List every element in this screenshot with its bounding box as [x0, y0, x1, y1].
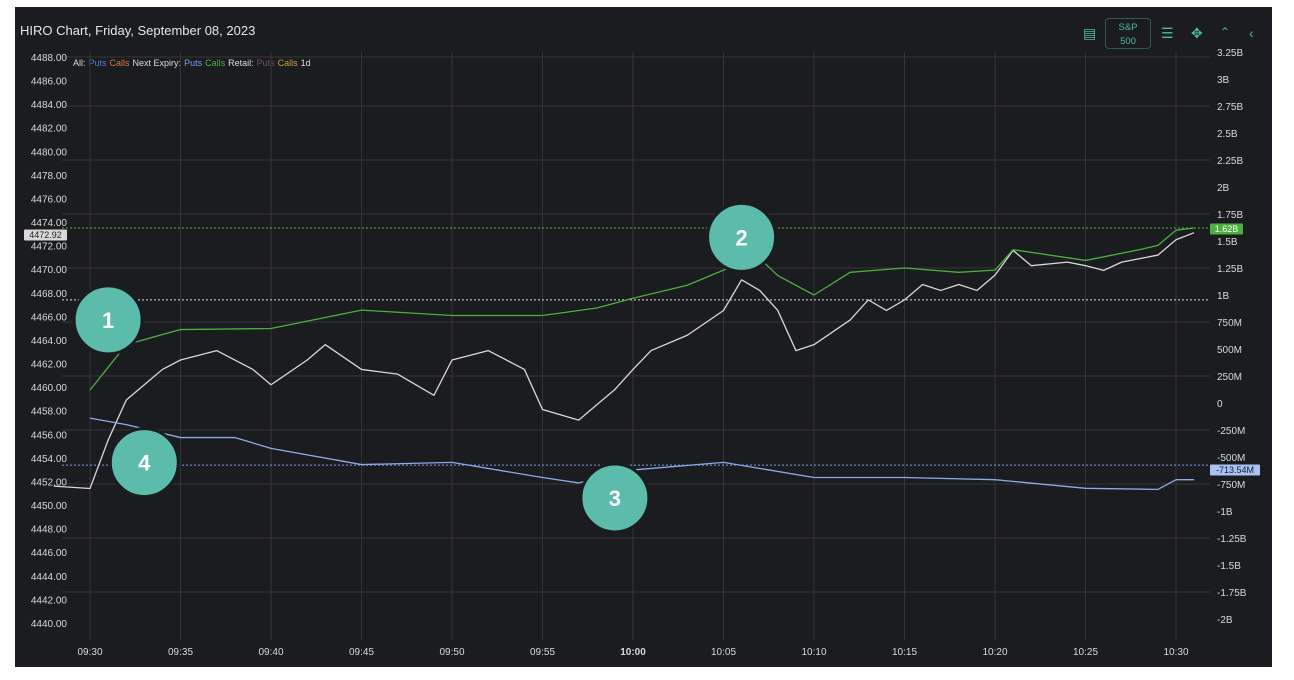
annotation-badge — [72, 284, 144, 356]
legend-item[interactable]: Calls — [205, 58, 226, 68]
right-tick-label: -1.75B — [1217, 588, 1247, 599]
right-tick-label: -500M — [1217, 453, 1245, 464]
left-tick-label: 4484.00 — [31, 100, 68, 111]
left-tick-label: 4468.00 — [31, 289, 68, 300]
x-tick-label: 09:50 — [439, 647, 464, 658]
series-line-price — [53, 232, 1195, 490]
legend-item[interactable]: Next Expiry: — [132, 58, 182, 68]
right-tick-label: 3B — [1217, 75, 1230, 86]
right-tick-label: 2B — [1217, 183, 1230, 194]
left-tick-label: 4472.00 — [31, 242, 68, 253]
annotation-badge — [706, 201, 778, 273]
hiro-chart-panel: HIRO Chart, Friday, September 08, 2023 A… — [15, 7, 1272, 667]
price-current-tag: 4472.92 — [29, 230, 62, 240]
series-line-calls — [89, 227, 1195, 391]
x-tick-label: 09:30 — [77, 647, 102, 658]
chart-title: HIRO Chart, Friday, September 08, 2023 — [20, 23, 256, 38]
right-tick-label: 2.5B — [1217, 129, 1238, 140]
right-tick-label: -250M — [1217, 426, 1245, 437]
sp500-button[interactable]: S&P 500 — [1105, 18, 1151, 49]
left-tick-label: 4474.00 — [31, 218, 68, 229]
annotation-label: 4 — [138, 451, 151, 476]
legend-item[interactable]: Calls — [277, 58, 298, 68]
right-tick-label: 0 — [1217, 399, 1223, 410]
list-icon[interactable]: ▤ — [1083, 25, 1097, 41]
chevron-up-icon[interactable]: ⌃ — [1220, 25, 1231, 39]
x-tick-label: 09:40 — [258, 647, 283, 658]
legend-item[interactable]: Puts — [184, 58, 203, 68]
left-tick-label: 4476.00 — [31, 194, 68, 205]
puts-current-tag: -713.54M — [1216, 465, 1254, 475]
x-tick-label: 09:45 — [349, 647, 374, 658]
legend-item[interactable]: Calls — [109, 58, 130, 68]
right-tick-label: 3.25B — [1217, 48, 1243, 59]
x-tick-label: 10:15 — [892, 647, 917, 658]
left-tick-label: 4478.00 — [31, 171, 68, 182]
right-tick-label: 750M — [1217, 318, 1242, 329]
left-tick-label: 4460.00 — [31, 383, 68, 394]
right-tick-label: 500M — [1217, 345, 1242, 356]
x-tick-label: 09:35 — [168, 647, 193, 658]
left-tick-label: 4440.00 — [31, 619, 68, 630]
right-tick-label: 1.5B — [1217, 237, 1238, 248]
left-tick-label: 4488.00 — [31, 53, 68, 64]
right-tick-label: 2.25B — [1217, 156, 1243, 167]
sp500-label-bottom: 500 — [1120, 36, 1136, 47]
right-tick-label: 1.75B — [1217, 210, 1243, 221]
right-tick-label: 1.25B — [1217, 264, 1243, 275]
x-tick-label: 10:10 — [801, 647, 826, 658]
left-tick-label: 4464.00 — [31, 336, 68, 347]
left-tick-label: 4470.00 — [31, 265, 68, 276]
legend-item[interactable]: 1d — [300, 58, 311, 68]
right-tick-label: -1.25B — [1217, 534, 1247, 545]
right-tick-label: -750M — [1217, 480, 1245, 491]
annotation-badge — [579, 462, 651, 534]
left-tick-label: 4446.00 — [31, 548, 68, 559]
legend-item[interactable]: Retail: — [228, 58, 254, 68]
right-tick-label: 1B — [1217, 291, 1230, 302]
left-tick-label: 4442.00 — [31, 595, 68, 606]
x-tick-label: 10:25 — [1073, 647, 1098, 658]
chevron-left-icon[interactable]: ‹ — [1249, 25, 1254, 41]
left-tick-label: 4482.00 — [31, 124, 68, 135]
compress-icon[interactable]: ✥ — [1191, 25, 1203, 41]
left-tick-label: 4454.00 — [31, 454, 68, 465]
right-tick-label: 2.75B — [1217, 102, 1243, 113]
left-tick-label: 4448.00 — [31, 525, 68, 536]
x-tick-label: 10:20 — [982, 647, 1007, 658]
left-tick-label: 4452.00 — [31, 477, 68, 488]
legend-item[interactable]: Puts — [256, 58, 275, 68]
calls-current-tag-bg — [1210, 223, 1243, 235]
right-tick-label: -2B — [1217, 615, 1233, 626]
annotation-label: 2 — [735, 225, 747, 250]
left-tick-label: 4480.00 — [31, 147, 68, 158]
left-tick-label: 4466.00 — [31, 312, 68, 323]
left-tick-label: 4458.00 — [31, 407, 68, 418]
x-tick-label: 09:55 — [530, 647, 555, 658]
x-tick-label: 10:05 — [711, 647, 736, 658]
annotation-label: 3 — [609, 486, 621, 511]
left-tick-label: 4462.00 — [31, 360, 68, 371]
left-tick-label: 4444.00 — [31, 572, 68, 583]
sp500-label-top: S&P — [1118, 22, 1138, 33]
x-tick-label: 10:30 — [1163, 647, 1188, 658]
annotation-label: 1 — [102, 308, 114, 333]
puts-current-tag-bg — [1210, 464, 1260, 476]
right-tick-label: -1.5B — [1217, 561, 1241, 572]
legend-item[interactable]: All: — [73, 58, 86, 68]
calls-current-tag: 1.62B — [1215, 224, 1239, 234]
left-tick-label: 4486.00 — [31, 77, 68, 88]
sliders-icon[interactable]: ☰ — [1161, 25, 1174, 41]
annotation-badge — [108, 427, 180, 499]
legend: All: Puts Calls Next Expiry: Puts Calls Retail… — [73, 58, 314, 68]
x-tick-label: 10:00 — [620, 647, 646, 658]
right-tick-label: 250M — [1217, 372, 1242, 383]
left-tick-label: 4456.00 — [31, 430, 68, 441]
left-tick-label: 4450.00 — [31, 501, 68, 512]
legend-item[interactable]: Puts — [88, 58, 107, 68]
right-tick-label: -1B — [1217, 507, 1233, 518]
price-current-tag-bg — [24, 229, 67, 241]
